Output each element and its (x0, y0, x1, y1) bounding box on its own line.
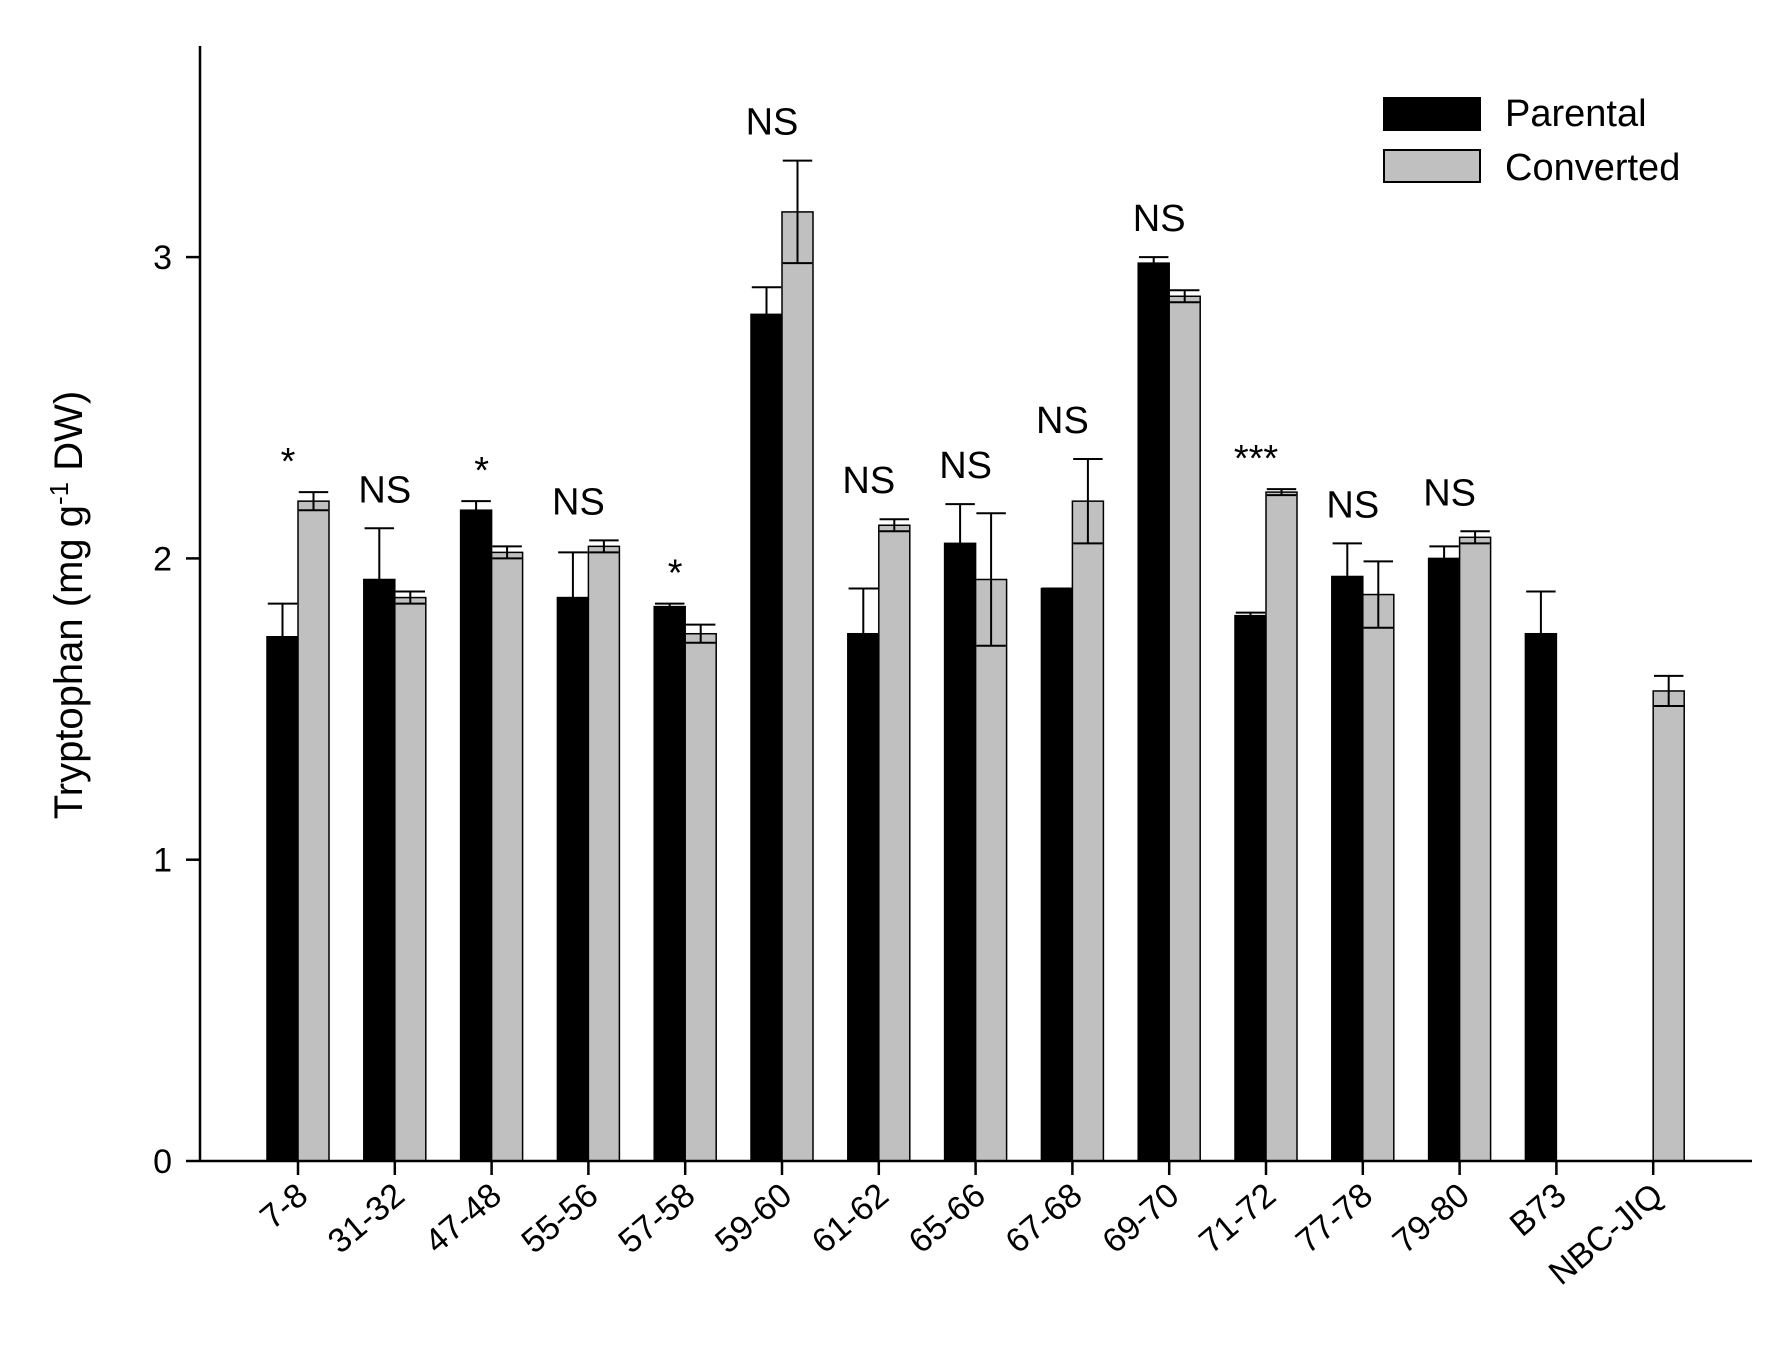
bar-converted (1168, 295, 1201, 1162)
y-tick-label: 3 (153, 239, 172, 277)
x-tick-label: 59-60 (708, 1176, 799, 1261)
bar-converted (1071, 500, 1105, 1162)
x-tick-label: 7-8 (253, 1176, 315, 1237)
bar-converted (490, 551, 524, 1162)
x-tick-label: 71-72 (1192, 1176, 1283, 1261)
bar-parental (1234, 614, 1267, 1162)
x-tick-label: B73 (1503, 1176, 1574, 1244)
significance-label: * (474, 450, 489, 492)
x-tick-label: 61-62 (805, 1176, 896, 1261)
significance-annotations: * NS * NS * NS NS NS NS NS *** NS NS (281, 102, 1476, 595)
bar-parental (1524, 632, 1558, 1162)
x-tick-label: 79-80 (1386, 1176, 1477, 1261)
bar-converted (878, 524, 911, 1162)
bar-parental (266, 635, 299, 1162)
bar-parental (847, 632, 880, 1162)
y-tick-label: 1 (153, 842, 172, 880)
legend-swatch-converted (1383, 149, 1481, 183)
significance-label: *** (1234, 438, 1279, 480)
bar-parental (943, 542, 977, 1162)
x-ticks: 7-8 31-32 47-48 55-56 57-58 59-60 61-62 65-66 67… (253, 1161, 1670, 1293)
y-ticks: 0 1 2 3 (153, 239, 200, 1181)
bar-converted (1652, 690, 1685, 1162)
bar-parental (1331, 575, 1364, 1162)
bar-parental (1427, 557, 1461, 1162)
significance-label: * (668, 553, 683, 595)
x-tick-label: 31-32 (321, 1176, 412, 1261)
x-tick-label: 69-70 (1095, 1176, 1186, 1261)
y-tick-label: 2 (153, 540, 172, 578)
x-tick-label: 77-78 (1289, 1176, 1380, 1261)
bar-parental (556, 596, 590, 1162)
x-tick-label: 67-68 (998, 1176, 1089, 1261)
y-axis-label: Tryptophan (mg g-1 DW) (44, 391, 91, 819)
significance-label: NS (1326, 484, 1379, 526)
significance-label: NS (842, 460, 895, 502)
legend-swatch-parental (1383, 97, 1481, 131)
bar-parental (459, 509, 493, 1162)
bar-converted (394, 596, 427, 1162)
significance-label: NS (939, 445, 992, 487)
x-tick-label: 55-56 (514, 1176, 605, 1261)
bar-parental (750, 313, 783, 1162)
legend: Parental Converted (1383, 93, 1680, 189)
legend-label-converted: Converted (1505, 147, 1680, 189)
x-tick-label: 47-48 (418, 1176, 509, 1261)
y-axis-label-main: Tryptophan (mg g (47, 505, 91, 819)
bar-parental (363, 578, 396, 1162)
significance-label: NS (1133, 198, 1186, 240)
bar-converted (587, 545, 621, 1162)
bar-converted (1362, 593, 1395, 1162)
bar-converted (781, 211, 814, 1162)
bar-parental (1040, 587, 1074, 1162)
y-axis-label-superscript: -1 (44, 482, 74, 505)
significance-label: NS (1036, 400, 1089, 442)
bar-converted (684, 632, 717, 1162)
significance-label: NS (358, 469, 411, 511)
bars-layer (266, 159, 1685, 1162)
significance-label: NS (1423, 472, 1476, 514)
bar-converted (974, 578, 1008, 1162)
significance-label: NS (746, 102, 799, 144)
x-tick-label: 57-58 (611, 1176, 702, 1261)
bar-converted (1458, 536, 1492, 1162)
bar-parental (1137, 262, 1170, 1162)
bar-converted (297, 500, 330, 1162)
bar-parental (653, 605, 686, 1162)
legend-label-parental: Parental (1505, 93, 1647, 135)
y-axis-label-tail: DW) (47, 391, 91, 482)
significance-label: NS (552, 481, 605, 523)
significance-label: * (281, 441, 296, 483)
y-tick-label: 0 (153, 1143, 172, 1181)
bar-converted (1265, 491, 1298, 1162)
x-tick-label: 65-66 (902, 1176, 993, 1261)
